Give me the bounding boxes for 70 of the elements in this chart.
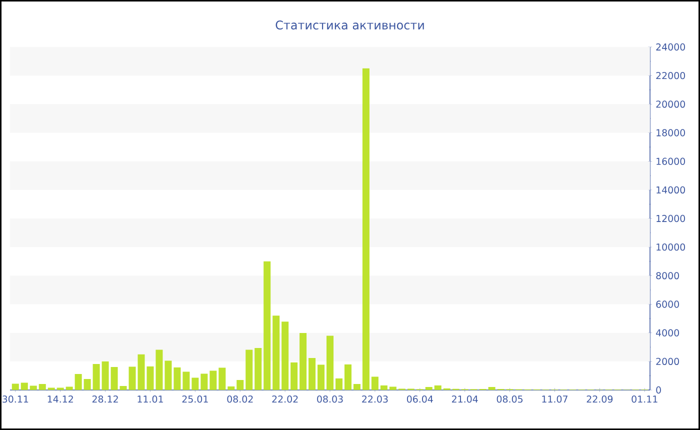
bar bbox=[110, 366, 118, 390]
bar bbox=[335, 378, 343, 390]
bar bbox=[210, 370, 217, 390]
y-tick-label: 12000 bbox=[656, 214, 686, 222]
bar bbox=[218, 368, 226, 390]
x-tick-label: 08.05 bbox=[496, 396, 523, 403]
bar bbox=[290, 362, 298, 390]
bar bbox=[300, 332, 307, 390]
y-tick-label: 0 bbox=[656, 386, 661, 394]
bar bbox=[308, 358, 316, 390]
bar bbox=[344, 364, 352, 390]
bar bbox=[353, 384, 360, 390]
bar bbox=[434, 385, 442, 390]
bar bbox=[282, 322, 289, 390]
bar bbox=[20, 382, 28, 390]
y-tick-label: 22000 bbox=[656, 72, 686, 80]
bar bbox=[488, 387, 496, 390]
x-tick-label: 22.09 bbox=[586, 396, 613, 403]
x-tick-label: 08.02 bbox=[227, 396, 253, 403]
bar bbox=[236, 380, 244, 390]
bar bbox=[272, 316, 280, 390]
bar bbox=[228, 386, 235, 390]
y-tick-label: 6000 bbox=[656, 300, 679, 308]
x-tick-label: 22.02 bbox=[272, 396, 298, 403]
bar bbox=[425, 387, 432, 390]
y-tick-label: 24000 bbox=[656, 43, 686, 51]
y-tick-label: 8000 bbox=[656, 272, 679, 280]
y-tick-label: 16000 bbox=[656, 158, 686, 165]
bar bbox=[254, 348, 262, 390]
x-tick-label: 11.01 bbox=[138, 396, 163, 403]
x-tick-label: 14.12 bbox=[48, 396, 73, 403]
bar bbox=[12, 384, 19, 390]
bar bbox=[371, 376, 378, 390]
y-tick-label: 10000 bbox=[656, 243, 686, 251]
bar bbox=[380, 385, 388, 390]
y-tick-label: 18000 bbox=[656, 129, 686, 136]
x-tick-label: 28.12 bbox=[92, 396, 118, 403]
bar bbox=[84, 378, 91, 390]
bar bbox=[192, 378, 199, 390]
bar bbox=[146, 366, 154, 390]
bar bbox=[174, 367, 181, 390]
y-tick-label: 4000 bbox=[656, 329, 679, 336]
bar bbox=[318, 364, 325, 390]
bar bbox=[30, 386, 37, 390]
x-tick-label: 22.03 bbox=[362, 396, 388, 403]
bar bbox=[362, 68, 370, 390]
bar bbox=[182, 372, 190, 390]
bar bbox=[74, 374, 82, 390]
x-tick-label: 11.07 bbox=[542, 396, 568, 403]
bar bbox=[156, 350, 163, 390]
bar bbox=[326, 336, 334, 390]
bar bbox=[102, 361, 109, 390]
bar bbox=[264, 261, 271, 390]
bar bbox=[38, 384, 46, 390]
y-tick-label: 20000 bbox=[656, 100, 686, 108]
x-tick-label: 06.04 bbox=[406, 396, 433, 403]
bar bbox=[66, 386, 73, 390]
x-tick-label: 30.11 bbox=[2, 396, 28, 403]
bar bbox=[389, 386, 396, 390]
bar bbox=[164, 360, 172, 390]
x-tick-label: 01.11 bbox=[632, 396, 658, 403]
x-tick-label: 21.04 bbox=[452, 396, 478, 403]
x-tick-label: 08.03 bbox=[317, 396, 343, 403]
y-tick-label: 14000 bbox=[656, 186, 686, 194]
bar bbox=[246, 350, 253, 390]
x-tick-label: 25.01 bbox=[182, 396, 208, 403]
bar bbox=[200, 374, 208, 390]
y-tick-label: 2000 bbox=[656, 358, 679, 366]
bar bbox=[92, 364, 100, 390]
chart-title: Статистика активности bbox=[276, 20, 424, 30]
